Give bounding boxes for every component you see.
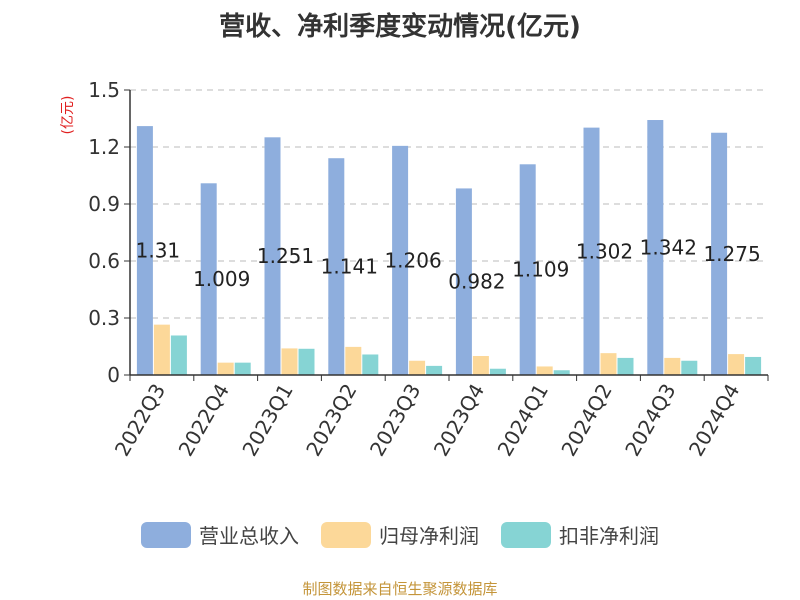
bar-net-profit: [472, 356, 489, 375]
chart-legend: 营业总收入 归母净利润 扣非净利润: [0, 520, 800, 549]
bar-deducted-net-profit: [617, 357, 634, 375]
bar-data-label: 1.275: [703, 242, 760, 266]
legend-item-deducted-net-profit[interactable]: 扣非净利润: [501, 520, 659, 549]
bar-deducted-net-profit: [362, 354, 379, 375]
bar-revenue: [455, 188, 472, 375]
y-tick-label: 1.5: [88, 78, 120, 102]
bar-deducted-net-profit: [553, 370, 570, 375]
y-axis-label: (亿元): [60, 96, 76, 135]
legend-label-net-profit: 归母净利润: [379, 524, 479, 548]
bar-deducted-net-profit: [298, 348, 315, 375]
bar-deducted-net-profit: [234, 362, 251, 375]
bar-data-label: 1.141: [321, 255, 378, 279]
bar-deducted-net-profit: [489, 368, 506, 375]
x-tick-label: 2023Q1: [237, 380, 297, 461]
bar-revenue: [136, 126, 153, 375]
bar-revenue: [583, 127, 600, 376]
bar-data-label: 1.342: [640, 236, 697, 260]
x-tick-label: 2024Q1: [493, 380, 553, 461]
bar-net-profit: [536, 366, 553, 375]
y-tick-label: 0.9: [88, 192, 120, 216]
bar-net-profit: [409, 360, 426, 375]
x-tick-label: 2024Q3: [620, 380, 680, 461]
bar-deducted-net-profit: [426, 365, 443, 375]
bar-data-label: 1.31: [136, 239, 181, 263]
chart-title: 营收、净利季度变动情况(亿元): [219, 12, 581, 42]
bar-net-profit: [664, 357, 681, 375]
bar-revenue: [200, 183, 217, 375]
bar-revenue: [711, 132, 728, 375]
bar-net-profit: [153, 324, 170, 375]
bar-net-profit: [281, 348, 298, 375]
bar-revenue: [392, 145, 409, 375]
bar-deducted-net-profit: [681, 360, 698, 375]
bar-net-profit: [217, 362, 234, 375]
legend-swatch-revenue: [141, 521, 191, 548]
x-tick-label: 2023Q3: [365, 380, 425, 461]
data-labels: 1.31 1.009 1.251 1.141 1.206 0.982 1.109 1.302 1…: [136, 236, 761, 294]
y-tick-label: 0.3: [88, 306, 120, 330]
x-tick-label: 2023Q2: [301, 380, 361, 461]
legend-item-revenue[interactable]: 营业总收入: [141, 520, 299, 549]
y-tick-label: 0.6: [88, 249, 120, 273]
bar-data-label: 1.251: [257, 244, 314, 268]
bar-data-label: 1.009: [193, 267, 250, 291]
bar-revenue: [328, 158, 345, 375]
legend-swatch-deducted-net-profit: [501, 521, 551, 548]
data-source-footer: 制图数据来自恒生聚源数据库: [302, 580, 498, 598]
x-tick-label: 2022Q4: [174, 380, 234, 461]
bar-net-profit: [728, 354, 745, 375]
legend-label-revenue: 营业总收入: [199, 524, 299, 548]
bar-revenue: [647, 120, 664, 376]
bar-data-label: 0.982: [448, 270, 505, 294]
bar-deducted-net-profit: [745, 356, 762, 375]
y-tick-label: 1.2: [88, 135, 120, 159]
x-tick-label: 2023Q4: [429, 380, 489, 461]
bar-deducted-net-profit: [170, 335, 187, 375]
bar-data-label: 1.206: [384, 248, 441, 272]
x-tick-label: 2024Q4: [684, 380, 744, 461]
y-tick-label: 0: [107, 363, 120, 387]
bar-data-label: 1.109: [512, 258, 569, 282]
bar-revenue: [519, 164, 536, 375]
bar-data-label: 1.302: [576, 239, 633, 263]
bar-net-profit: [345, 346, 362, 375]
bar-revenue: [264, 137, 281, 375]
x-tick-label: 2022Q3: [110, 380, 170, 461]
legend-swatch-net-profit: [321, 521, 371, 548]
bar-net-profit: [600, 353, 617, 375]
legend-item-net-profit[interactable]: 归母净利润: [321, 520, 479, 549]
bars: [136, 120, 762, 376]
legend-label-deducted-net-profit: 扣非净利润: [559, 524, 659, 548]
x-tick-label: 2024Q2: [556, 380, 616, 461]
